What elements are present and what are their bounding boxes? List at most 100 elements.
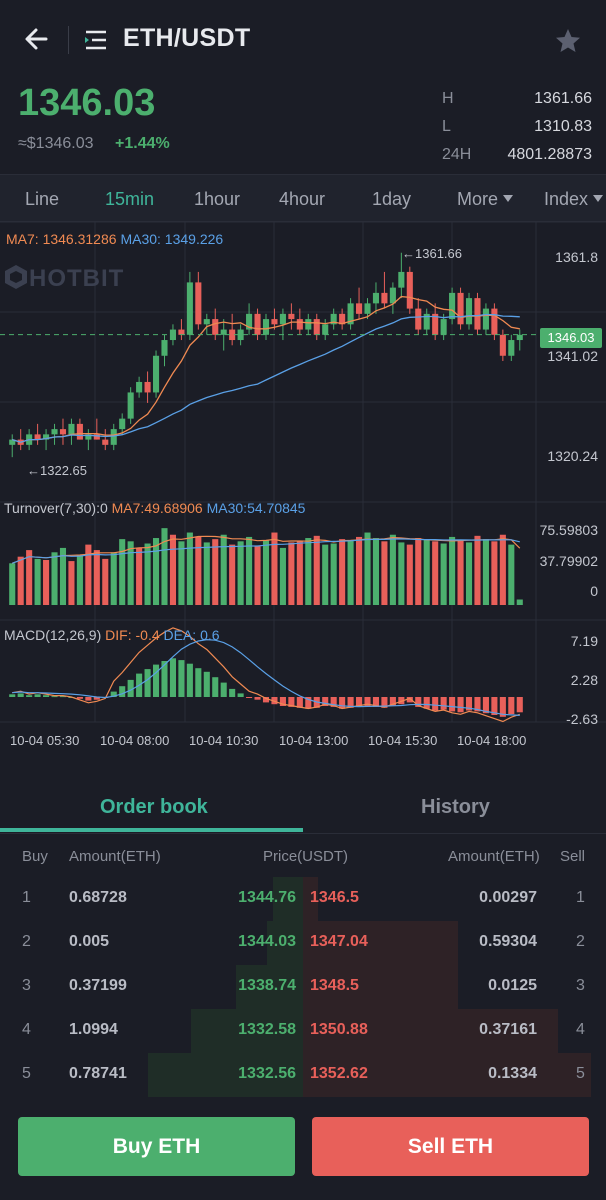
tab-more[interactable]: More (457, 189, 514, 210)
ask-price[interactable]: 1347.04 (310, 933, 368, 950)
macd-histogram-bar (59, 696, 67, 698)
candle-body (482, 308, 489, 330)
turnover-ma30: MA30:54.70845 (206, 500, 306, 516)
price-axis-tick: 1361.8 (555, 249, 598, 265)
row-index: 1 (22, 889, 31, 906)
orderbook-row[interactable]: 1 0.68728 1344.76 1346.5 0.00297 1 (0, 877, 606, 921)
turnover-bar (271, 532, 278, 605)
candle-body (440, 319, 447, 335)
macd-label: MACD(12,26,9) (4, 627, 102, 643)
macd-histogram-bar (491, 697, 498, 715)
market-list-icon[interactable] (84, 28, 108, 52)
col-amount-sell: Amount(ETH) (448, 848, 540, 865)
buy-amount: 0.78741 (69, 1065, 127, 1082)
tab-index[interactable]: Index (544, 189, 604, 210)
turnover-bar (296, 541, 303, 605)
bid-price[interactable]: 1332.56 (238, 1065, 296, 1082)
row-index: 4 (576, 1021, 585, 1038)
macd-histogram-bar (440, 697, 447, 710)
orderbook-row[interactable]: 3 0.37199 1338.74 1348.5 0.0125 3 (0, 965, 606, 1009)
bid-price[interactable]: 1338.74 (238, 977, 296, 994)
turnover-bar (389, 534, 396, 605)
turnover-bar (449, 536, 456, 605)
macd-dea-value: 0.6 (200, 627, 220, 643)
buy-depth-bar (191, 1009, 303, 1053)
turnover-bar (279, 547, 286, 605)
turnover-bar (178, 541, 185, 605)
volume-24h-label: 24H (442, 146, 472, 163)
back-arrow-icon[interactable] (22, 24, 50, 54)
macd-dif-line (12, 627, 520, 723)
current-price-tag: 1346.03 (540, 328, 602, 348)
candle-body (237, 329, 244, 341)
candle-body (76, 423, 83, 440)
tab-1day[interactable]: 1day (372, 189, 412, 209)
macd-histogram-bar (17, 693, 24, 697)
turnover-bar (51, 552, 58, 605)
sell-eth-button[interactable]: Sell ETH (312, 1117, 589, 1176)
turnover-bar (203, 542, 210, 605)
col-amount-buy: Amount(ETH) (69, 848, 161, 865)
ma30-label: MA30: (120, 231, 161, 247)
candle-body (262, 319, 270, 335)
candle-body (288, 313, 295, 320)
tab-history[interactable]: History (421, 796, 490, 818)
price-change: +1.44% (115, 135, 170, 152)
tab-line[interactable]: Line (25, 189, 60, 209)
turnover-bar (102, 558, 109, 605)
ask-price[interactable]: 1350.88 (310, 1021, 368, 1038)
row-index: 5 (576, 1065, 585, 1082)
time-axis-tick: 10-04 18:00 (457, 733, 527, 748)
bid-price[interactable]: 1344.03 (238, 933, 296, 950)
ask-price[interactable]: 1352.62 (310, 1065, 368, 1082)
turnover-bar (381, 541, 388, 605)
tab-15min[interactable]: 15min (105, 189, 155, 209)
macd-histogram-bar (516, 697, 523, 713)
macd-axis-tick: 7.19 (570, 633, 598, 649)
buy-eth-button[interactable]: Buy ETH (18, 1117, 295, 1176)
tab-order-book[interactable]: Order book (100, 796, 208, 818)
bid-price[interactable]: 1332.58 (238, 1021, 296, 1038)
turnover-bar (499, 534, 506, 605)
turnover-bar (237, 541, 244, 605)
turnover-bar (43, 559, 50, 605)
kline-chart[interactable]: HOTBIT MA7: 1346.31286 MA30: 1349.226 ←1… (0, 222, 606, 762)
last-price: 1346.03 (18, 82, 156, 124)
orderbook-row[interactable]: 4 1.0994 1332.58 1350.88 0.37161 4 (0, 1009, 606, 1053)
sell-depth-bar (303, 877, 318, 921)
tab-1hour[interactable]: 1hour (194, 189, 241, 209)
turnover-bar (220, 534, 227, 605)
macd-histogram-bar (406, 697, 413, 703)
turnover-axis-tick: 0 (590, 583, 598, 599)
turnover-bar (305, 538, 312, 605)
tab-more-label: More (457, 189, 499, 209)
pair-title[interactable]: ETH/USDT (123, 24, 251, 52)
macd-histogram-bar (26, 695, 33, 697)
macd-histogram-bar (237, 693, 244, 697)
hotbit-watermark: HOTBIT (3, 264, 124, 293)
buy-depth-bar (236, 965, 303, 1009)
low-value: 1310.83 (534, 118, 592, 135)
macd-dif-value: -0.4 (135, 627, 160, 643)
buy-depth-bar (148, 1053, 303, 1097)
ask-price[interactable]: 1346.5 (310, 889, 359, 906)
ask-price[interactable]: 1348.5 (310, 977, 359, 994)
macd-histogram-bar (482, 697, 489, 714)
turnover-bar (195, 536, 202, 605)
turnover-bar (136, 547, 143, 605)
turnover-bar (85, 544, 92, 605)
orderbook-row[interactable]: 5 0.78741 1332.56 1352.62 0.1334 5 (0, 1053, 606, 1097)
candle-body (85, 434, 92, 440)
row-index: 5 (22, 1065, 31, 1082)
turnover-bar (76, 554, 83, 605)
tab-4hour[interactable]: 4hour (279, 189, 326, 209)
turnover-bar (59, 547, 67, 605)
macd-dif-label: DIF: (105, 627, 132, 643)
bid-price[interactable]: 1344.76 (238, 889, 296, 906)
favorite-star-icon[interactable] (553, 26, 583, 56)
candle-body (415, 308, 422, 330)
orderbook-row[interactable]: 2 0.005 1344.03 1347.04 0.59304 2 (0, 921, 606, 965)
time-axis-tick: 10-04 10:30 (189, 733, 259, 748)
row-index: 4 (22, 1021, 31, 1038)
candle-body (322, 324, 329, 335)
